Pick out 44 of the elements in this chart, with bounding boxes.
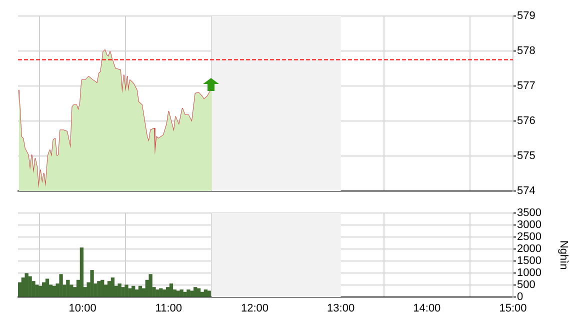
y-axis-title: Nghìn [557, 240, 570, 270]
bar [134, 289, 139, 297]
x-tick-label: 11:00 [155, 302, 182, 315]
bar [80, 247, 84, 297]
y-tick-label: 1500 [517, 255, 542, 268]
bar [166, 287, 170, 297]
bar [132, 286, 136, 297]
bar [28, 276, 32, 297]
y-tick-label: 578 [517, 45, 536, 58]
y-tick-label: 3500 [517, 207, 542, 220]
y-tick-label: 576 [517, 115, 536, 128]
bar [183, 292, 187, 297]
bar [169, 283, 174, 297]
bar [138, 286, 142, 297]
y-tick-label: 575 [517, 150, 536, 162]
bar [200, 292, 204, 297]
y-tick-label: 2500 [517, 231, 542, 244]
bar [194, 287, 198, 297]
y-tick-label: 3000 [517, 219, 542, 232]
x-tick-label: 15:00 [499, 302, 527, 315]
y-tick-label: 1000 [517, 267, 542, 280]
bar [66, 280, 70, 297]
y-tick-label: 579 [517, 10, 536, 22]
bar [100, 280, 104, 297]
bar [207, 290, 211, 297]
bar [90, 270, 94, 297]
bar [45, 278, 50, 297]
bar [196, 288, 201, 297]
x-tick-label: 14:00 [413, 302, 441, 315]
bar [59, 274, 63, 297]
y-tick-label: 574 [517, 185, 536, 198]
bar [21, 277, 25, 297]
y-tick-label: 2000 [517, 243, 542, 256]
x-tick-label: 13:00 [327, 302, 355, 315]
bar [110, 277, 115, 297]
bar [42, 282, 46, 297]
y-tick-label: 0 [517, 291, 524, 304]
y-tick-label: 500 [517, 279, 536, 292]
bar [107, 281, 112, 297]
bar [124, 284, 128, 297]
x-tick-label: 12:00 [240, 302, 269, 315]
y-tick-label: 577 [517, 80, 536, 92]
x-tick-label: 10:00 [68, 302, 96, 315]
bar [148, 274, 152, 297]
